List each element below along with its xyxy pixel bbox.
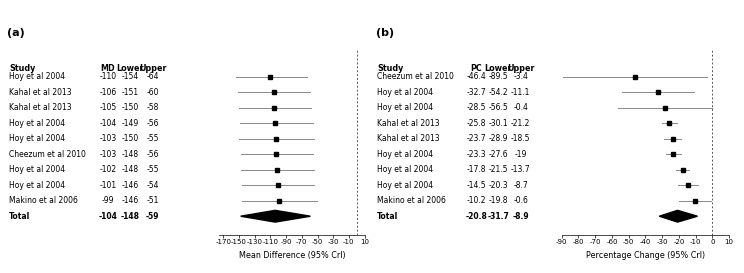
- Text: -103: -103: [99, 134, 117, 143]
- Text: Cheezum et al 2010: Cheezum et al 2010: [9, 150, 86, 159]
- Text: -150: -150: [121, 103, 139, 112]
- X-axis label: Mean Difference (95% CrI): Mean Difference (95% CrI): [239, 251, 345, 260]
- X-axis label: Percentage Change (95% CrI): Percentage Change (95% CrI): [586, 251, 705, 260]
- Text: -23.3: -23.3: [466, 150, 486, 159]
- Text: Lower: Lower: [117, 64, 144, 73]
- Text: MD: MD: [100, 64, 115, 73]
- Text: -20.3: -20.3: [489, 181, 508, 190]
- Text: Total: Total: [9, 212, 31, 221]
- Text: -13.7: -13.7: [511, 165, 530, 174]
- Text: -103: -103: [99, 150, 117, 159]
- Text: (a): (a): [7, 28, 25, 38]
- Text: -8.9: -8.9: [513, 212, 529, 221]
- Text: Upper: Upper: [507, 64, 534, 73]
- Text: Makino et al 2006: Makino et al 2006: [9, 196, 78, 205]
- Text: Kahal et al 2013: Kahal et al 2013: [9, 88, 71, 97]
- Text: -46.4: -46.4: [466, 73, 486, 81]
- Text: PC: PC: [470, 64, 482, 73]
- Text: -58: -58: [147, 103, 158, 112]
- Text: -106: -106: [99, 88, 117, 97]
- Text: -149: -149: [121, 119, 139, 128]
- Text: -60: -60: [147, 88, 158, 97]
- Text: Kahal et al 2013: Kahal et al 2013: [9, 103, 71, 112]
- Text: -31.7: -31.7: [487, 212, 510, 221]
- Text: -30.1: -30.1: [489, 119, 508, 128]
- Text: -19.8: -19.8: [489, 196, 508, 205]
- Text: -56: -56: [147, 150, 158, 159]
- Text: -51: -51: [147, 196, 158, 205]
- Text: -151: -151: [121, 88, 139, 97]
- Text: -0.6: -0.6: [513, 196, 528, 205]
- Text: -56: -56: [147, 119, 158, 128]
- Text: -28.9: -28.9: [489, 134, 508, 143]
- Text: -104: -104: [98, 212, 118, 221]
- Text: -14.5: -14.5: [466, 181, 486, 190]
- Text: -23.7: -23.7: [466, 134, 486, 143]
- Text: -148: -148: [121, 165, 139, 174]
- Text: -19: -19: [515, 150, 527, 159]
- Text: Total: Total: [377, 212, 399, 221]
- Text: -25.8: -25.8: [466, 119, 486, 128]
- Text: Hoy et al 2004: Hoy et al 2004: [377, 181, 433, 190]
- Text: -101: -101: [99, 181, 117, 190]
- Text: -32.7: -32.7: [466, 88, 486, 97]
- Text: Hoy et al 2004: Hoy et al 2004: [9, 181, 65, 190]
- Text: -99: -99: [102, 196, 114, 205]
- Text: -110: -110: [99, 73, 117, 81]
- Text: -102: -102: [99, 165, 117, 174]
- Text: Cheezum et al 2010: Cheezum et al 2010: [377, 73, 454, 81]
- Text: Hoy et al 2004: Hoy et al 2004: [9, 165, 65, 174]
- Text: -55: -55: [147, 165, 158, 174]
- Text: Hoy et al 2004: Hoy et al 2004: [9, 73, 65, 81]
- Text: -154: -154: [121, 73, 139, 81]
- Text: -148: -148: [121, 150, 139, 159]
- Text: -59: -59: [146, 212, 159, 221]
- Text: -10.2: -10.2: [466, 196, 486, 205]
- Polygon shape: [240, 210, 310, 222]
- Text: -21.5: -21.5: [489, 165, 508, 174]
- Text: -56.5: -56.5: [489, 103, 508, 112]
- Text: Hoy et al 2004: Hoy et al 2004: [377, 88, 433, 97]
- Text: Hoy et al 2004: Hoy et al 2004: [377, 165, 433, 174]
- Text: -8.7: -8.7: [513, 181, 528, 190]
- Text: -146: -146: [121, 181, 139, 190]
- Text: -104: -104: [99, 119, 117, 128]
- Text: -3.4: -3.4: [513, 73, 528, 81]
- Polygon shape: [659, 210, 697, 222]
- Text: -54.2: -54.2: [489, 88, 508, 97]
- Text: -0.4: -0.4: [513, 103, 528, 112]
- Text: Hoy et al 2004: Hoy et al 2004: [377, 103, 433, 112]
- Text: Hoy et al 2004: Hoy et al 2004: [9, 134, 65, 143]
- Text: -89.5: -89.5: [489, 73, 508, 81]
- Text: -148: -148: [121, 212, 140, 221]
- Text: Kahal et al 2013: Kahal et al 2013: [377, 119, 440, 128]
- Text: Upper: Upper: [139, 64, 166, 73]
- Text: Kahal et al 2013: Kahal et al 2013: [377, 134, 440, 143]
- Text: -21.2: -21.2: [511, 119, 530, 128]
- Text: -55: -55: [147, 134, 158, 143]
- Text: -28.5: -28.5: [466, 103, 486, 112]
- Text: Hoy et al 2004: Hoy et al 2004: [377, 150, 433, 159]
- Text: -20.8: -20.8: [465, 212, 487, 221]
- Text: Makino et al 2006: Makino et al 2006: [377, 196, 446, 205]
- Text: (b): (b): [376, 28, 394, 38]
- Text: Lower: Lower: [485, 64, 512, 73]
- Text: Study: Study: [9, 64, 35, 73]
- Text: -105: -105: [99, 103, 117, 112]
- Text: -27.6: -27.6: [489, 150, 508, 159]
- Text: Study: Study: [377, 64, 403, 73]
- Text: -150: -150: [121, 134, 139, 143]
- Text: Hoy et al 2004: Hoy et al 2004: [9, 119, 65, 128]
- Text: -17.8: -17.8: [466, 165, 486, 174]
- Text: -11.1: -11.1: [511, 88, 530, 97]
- Text: -18.5: -18.5: [511, 134, 530, 143]
- Text: -146: -146: [121, 196, 139, 205]
- Text: -64: -64: [147, 73, 158, 81]
- Text: -54: -54: [147, 181, 158, 190]
